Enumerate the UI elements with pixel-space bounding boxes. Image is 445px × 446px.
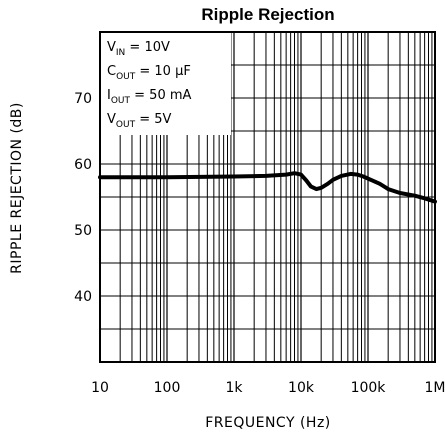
x-tick-label: 1M — [425, 380, 445, 396]
x-tick-label: 1k — [225, 380, 243, 396]
y-tick-labels: 40 50 60 70 — [74, 91, 92, 305]
x-axis-label: FREQUENCY (Hz) — [205, 415, 331, 431]
y-axis-label: RIPPLE REJECTION (dB) — [9, 102, 25, 274]
y-tick-label: 60 — [74, 157, 92, 173]
x-tick-label: 10 — [91, 380, 109, 396]
x-tick-label: 10k — [288, 380, 315, 396]
y-tick-label: 40 — [74, 289, 92, 305]
y-tick-label: 50 — [74, 223, 92, 239]
x-tick-labels: 10 100 1k 10k 100k 1M — [91, 380, 445, 396]
chart-title: Ripple Rejection — [201, 5, 334, 24]
y-tick-label: 70 — [74, 91, 92, 107]
x-tick-label: 100 — [154, 380, 181, 396]
x-tick-label: 100k — [351, 380, 387, 396]
